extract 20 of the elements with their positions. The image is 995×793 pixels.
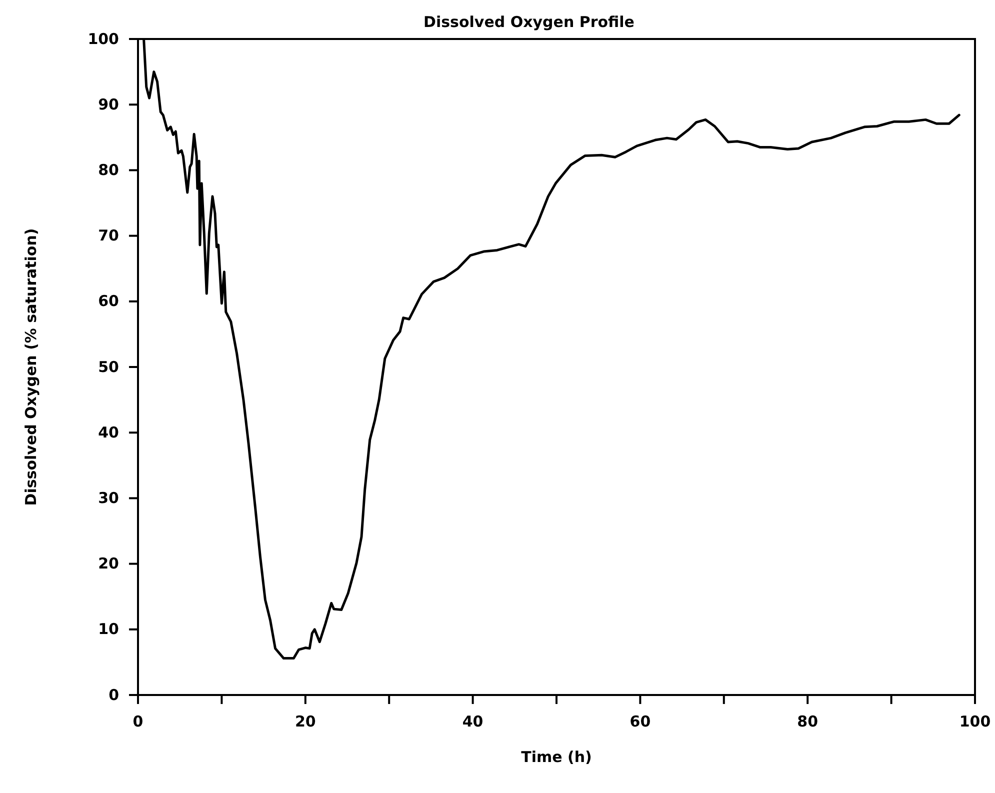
x-axis-title: Time (h) xyxy=(521,748,592,766)
y-tick-label: 90 xyxy=(98,95,119,114)
y-tick-label: 20 xyxy=(98,554,119,573)
x-tick-label: 60 xyxy=(630,712,651,731)
y-tick-label: 60 xyxy=(98,292,119,310)
y-tick-label: 70 xyxy=(98,226,119,245)
chart-title: Dissolved Oxygen Profile xyxy=(424,13,634,31)
y-tick-label: 10 xyxy=(98,620,119,638)
y-tick-label: 50 xyxy=(98,358,119,376)
x-tick-label: 0 xyxy=(132,712,144,731)
y-tick-label: 80 xyxy=(98,161,119,179)
y-tick-label: 0 xyxy=(108,686,119,704)
x-tick-label: 20 xyxy=(294,712,316,731)
x-tick-label: 80 xyxy=(797,712,818,731)
y-tick-label: 30 xyxy=(98,489,119,507)
y-tick-label: 40 xyxy=(98,423,119,442)
x-tick-label: 40 xyxy=(462,712,484,731)
x-tick-label: 100 xyxy=(959,712,991,731)
y-axis-title: Dissolved Oxygen (% saturation) xyxy=(22,228,40,506)
y-tick-label: 100 xyxy=(88,30,119,48)
